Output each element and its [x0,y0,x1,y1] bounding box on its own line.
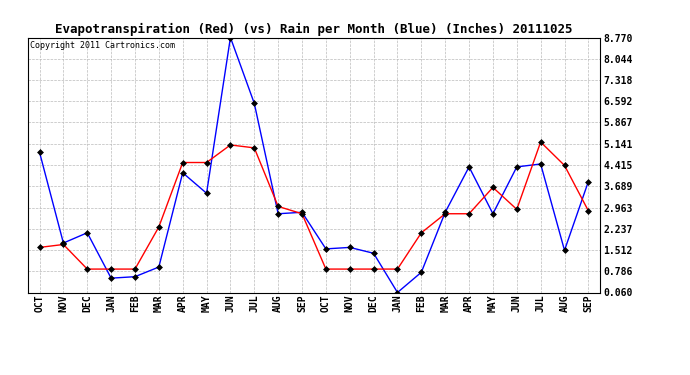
Title: Evapotranspiration (Red) (vs) Rain per Month (Blue) (Inches) 20111025: Evapotranspiration (Red) (vs) Rain per M… [55,23,573,36]
Text: Copyright 2011 Cartronics.com: Copyright 2011 Cartronics.com [30,41,175,50]
